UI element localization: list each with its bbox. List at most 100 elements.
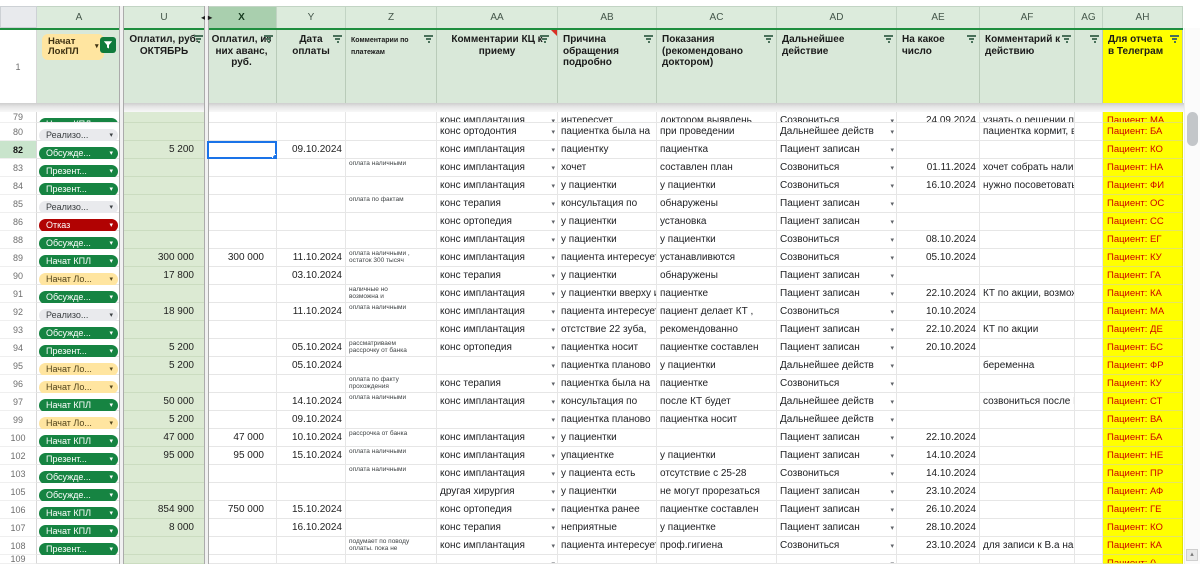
cell-X[interactable] [207, 177, 277, 195]
cell-AG[interactable] [1075, 159, 1103, 177]
cell-AH[interactable]: Пациент: БС [1103, 339, 1183, 357]
row-number-106[interactable]: 106 [0, 501, 37, 519]
status-chip[interactable]: Начат Ло... ▾ [39, 381, 118, 394]
cell-AB[interactable]: пациента интересует [558, 537, 657, 555]
filter-icon[interactable] [424, 35, 433, 44]
cell-Z[interactable]: оплата наличными [346, 393, 437, 411]
row-number-1[interactable]: 1 [0, 30, 37, 105]
status-chip[interactable]: Обсужде... ▾ [39, 147, 118, 160]
cell-U[interactable]: 50 000 [122, 393, 207, 411]
cell-AG[interactable] [1075, 112, 1103, 123]
cell-AF[interactable]: нужно посоветоватьс [980, 177, 1075, 195]
filter-icon[interactable] [884, 35, 893, 44]
cell-AH[interactable]: Пациент: МА [1103, 303, 1183, 321]
cell-AG[interactable] [1075, 483, 1103, 501]
status-chip[interactable]: Реализо... ▾ [39, 201, 118, 214]
cell-AC[interactable]: отсутствие с 25-28 [657, 465, 777, 483]
cell-AE[interactable]: 22.10.2024 [897, 285, 980, 303]
cell-AG[interactable] [1075, 141, 1103, 159]
cell-X[interactable] [207, 159, 277, 177]
header-cell-AF[interactable]: Комментарий к действию [980, 30, 1075, 105]
cell-Y[interactable] [277, 483, 346, 501]
cell-AA[interactable]: конс ортодонтия ▾ [437, 123, 558, 141]
cell-X[interactable] [207, 555, 277, 564]
cell-A[interactable]: Обсужде... ▾ [37, 483, 122, 502]
cell-AH[interactable]: Пациент: БА [1103, 429, 1183, 447]
status-chip[interactable]: Обсужде... ▾ [39, 237, 118, 250]
cell-AE[interactable] [897, 267, 980, 285]
row-number-95[interactable]: 95 [0, 357, 37, 375]
dropdown-arrow-icon[interactable]: ▾ [889, 558, 896, 563]
cell-AC[interactable]: у пациентки [657, 357, 777, 375]
status-chip[interactable]: Презент... ▾ [39, 543, 118, 556]
cell-Z[interactable] [346, 213, 437, 231]
cell-AB[interactable]: хочет [558, 159, 657, 177]
cell-AA[interactable]: конс имплантация ▾ [437, 177, 558, 195]
cell-AB[interactable]: пациентка была на [558, 123, 657, 141]
cell-AF[interactable] [980, 213, 1075, 231]
cell-AB[interactable]: у пациентки вверху и [558, 285, 657, 303]
cell-X[interactable]: 750 000 [207, 501, 277, 519]
cell-AA[interactable]: конс имплантация ▾ [437, 393, 558, 411]
cell-AA[interactable]: конс имплантация ▾ [437, 159, 558, 177]
cell-AE[interactable]: 22.10.2024 [897, 429, 980, 447]
cell-AA[interactable]: конс имплантация ▾ [437, 285, 558, 303]
dropdown-arrow-icon[interactable]: ▾ [890, 507, 894, 514]
cell-AF[interactable] [980, 231, 1075, 249]
cell-AG[interactable] [1075, 447, 1103, 465]
cell-AH[interactable]: Пациент: КА [1103, 537, 1183, 555]
cell-AD[interactable]: Созвониться ▾ [777, 537, 897, 555]
cell-AD[interactable]: Пациент записан ▾ [777, 339, 897, 357]
status-chip[interactable]: Реализо... ▾ [39, 129, 118, 142]
cell-A[interactable]: Презент... ▾ [37, 159, 122, 178]
select-all-corner[interactable] [0, 6, 37, 28]
cell-AH[interactable]: Пациент: КО [1103, 519, 1183, 537]
cell-AA[interactable]: ▾ [437, 555, 558, 564]
cell-AH[interactable]: Пациент: НА [1103, 159, 1183, 177]
cell-Y[interactable] [277, 112, 346, 123]
status-chip[interactable]: Презент... ▾ [39, 165, 118, 178]
cell-AG[interactable] [1075, 501, 1103, 519]
dropdown-arrow-icon[interactable]: ▾ [550, 558, 557, 563]
cell-A[interactable]: Начат КПЛ ▾ [37, 519, 122, 538]
row-number-92[interactable]: 92 [0, 303, 37, 321]
dropdown-arrow-icon[interactable]: ▾ [551, 309, 555, 316]
cell-U[interactable] [122, 285, 207, 303]
cell-AB[interactable]: у пациента есть [558, 465, 657, 483]
status-chip[interactable]: Реализо... ▾ [39, 309, 118, 322]
cell-AB[interactable]: у пациентки [558, 213, 657, 231]
cell-U[interactable] [122, 231, 207, 249]
dropdown-arrow-icon[interactable]: ▾ [890, 489, 894, 496]
cell-AG[interactable] [1075, 123, 1103, 141]
cell-AG[interactable] [1075, 393, 1103, 411]
dropdown-arrow-icon[interactable]: ▾ [890, 543, 894, 550]
cell-AG[interactable] [1075, 213, 1103, 231]
cell-AA[interactable]: конс терапия ▾ [437, 375, 558, 393]
col-letter-X[interactable]: X ▸ [207, 6, 277, 28]
cell-AD[interactable]: Созвониться ▾ [777, 465, 897, 483]
status-chip[interactable]: Обсужде... ▾ [39, 489, 118, 502]
cell-U[interactable] [122, 213, 207, 231]
cell-AE[interactable] [897, 357, 980, 375]
col-letter-AA[interactable]: AA [437, 6, 558, 28]
dropdown-arrow-icon[interactable]: ▾ [890, 471, 894, 478]
cell-AF[interactable] [980, 501, 1075, 519]
cell-A[interactable]: Презент... ▾ [37, 339, 122, 358]
cell-AB[interactable]: консультация по [558, 195, 657, 213]
cell-X[interactable] [207, 321, 277, 339]
dropdown-arrow-icon[interactable]: ▾ [890, 129, 894, 136]
cell-X[interactable]: 47 000 [207, 429, 277, 447]
cell-A[interactable]: Начат КПЛ ▾ [37, 112, 122, 123]
cell-X[interactable] [207, 285, 277, 303]
filter-icon[interactable] [1170, 35, 1179, 44]
status-chip[interactable]: Начат КПЛ ▾ [39, 435, 118, 448]
cell-AD[interactable]: Пациент записан ▾ [777, 267, 897, 285]
status-chip[interactable]: Начат Ло... ▾ [39, 363, 118, 376]
header-cell-AD[interactable]: Дальнейшее действие [777, 30, 897, 105]
cell-Z[interactable] [346, 267, 437, 285]
cell-A[interactable]: Начат КПЛ ▾ [37, 429, 122, 448]
cell-AB[interactable]: у пациентки [558, 177, 657, 195]
row-number-79[interactable]: 79 [0, 112, 37, 123]
cell-AA[interactable]: конс имплантация ▾ [437, 321, 558, 339]
cell-AF[interactable] [980, 465, 1075, 483]
